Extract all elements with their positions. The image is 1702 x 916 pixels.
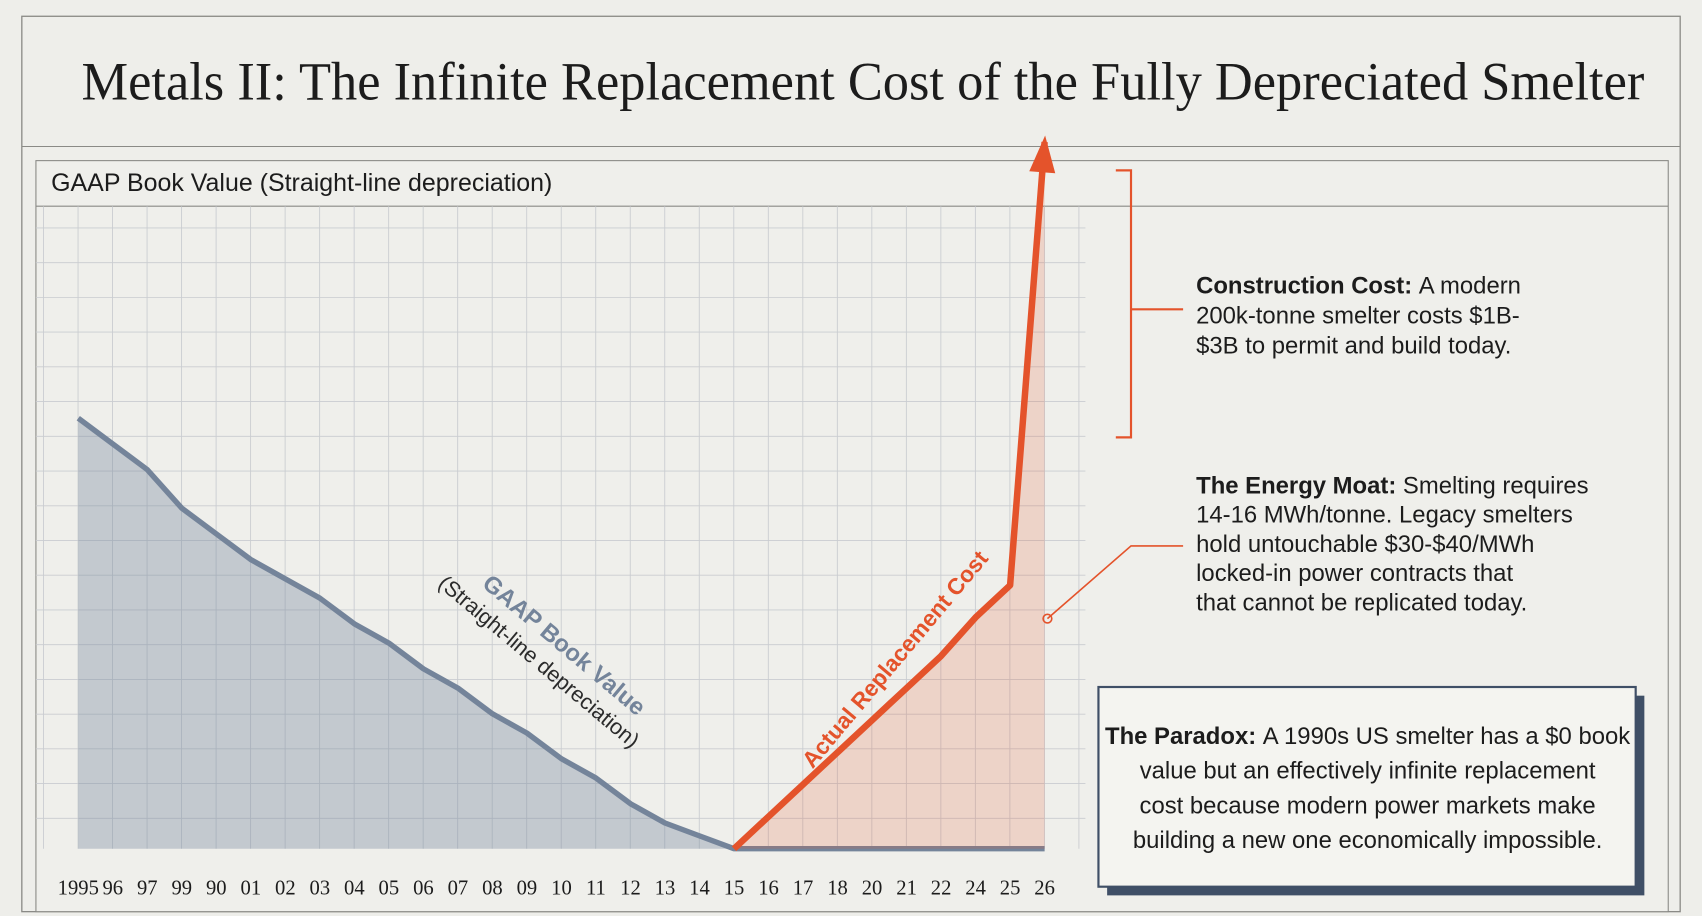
panel-label: GAAP Book Value (Straight-line depreciat… [51, 169, 552, 197]
annotation-text: 14-16 MWh/tonne. Legacy smelters [1196, 502, 1573, 529]
x-tick-label: 15 [724, 878, 745, 900]
connector [1046, 545, 1184, 620]
x-tick-label: 90 [206, 878, 227, 900]
annotation-line: 200k-tonne smelter costs $1B- [1196, 303, 1520, 330]
x-tick-label: 07 [448, 878, 469, 900]
annotation-title: The Paradox: [1105, 723, 1256, 750]
annotations: Construction Cost: A modern 200k-tonne sm… [1105, 273, 1630, 855]
annotation-text: that cannot be replicated today. [1196, 590, 1527, 617]
x-tick-label: 02 [275, 878, 296, 900]
x-tick-label: 24 [965, 878, 986, 900]
x-tick-label: 26 [1034, 878, 1055, 900]
annotation-line: building a new one economically impossib… [1133, 828, 1603, 855]
annotation-text: Smelting requires [1403, 473, 1589, 500]
x-tick-label: 03 [310, 878, 331, 900]
annotation-text: 200k-tonne smelter costs $1B- [1196, 303, 1520, 330]
x-tick-label: 10 [551, 878, 572, 900]
x-tick-label: 22 [931, 878, 952, 900]
area [734, 141, 1045, 849]
annotation-line: 14-16 MWh/tonne. Legacy smelters [1196, 502, 1573, 529]
annotation-title: Construction Cost: [1196, 273, 1412, 300]
annotation-text: A modern [1419, 273, 1521, 300]
annotation-line: $3B to permit and build today. [1196, 333, 1511, 360]
x-tick-label: 17 [793, 878, 814, 900]
connector-dot [1042, 613, 1053, 624]
x-tick-label: 14 [689, 878, 710, 900]
x-tick-label: 97 [137, 878, 158, 900]
x-tick-label: 04 [344, 878, 365, 900]
line [731, 141, 1048, 852]
x-tick-label: 20 [862, 878, 883, 900]
grid [35, 206, 1086, 849]
annotation-line: Construction Cost: A modern [1196, 273, 1521, 300]
paradox-box [1097, 685, 1637, 888]
annotation-line: The Energy Moat: Smelting requires [1196, 473, 1589, 500]
x-tick-label: 11 [586, 878, 606, 900]
annotation-line: The Paradox: A 1990s US smelter has a $0… [1105, 723, 1630, 750]
x-tick-label: 13 [655, 878, 676, 900]
area [78, 418, 1045, 849]
annotation-text: A 1990s US smelter has a $0 book [1263, 723, 1630, 750]
annotation-line: hold untouchable $30-$40/MWh [1196, 531, 1534, 558]
x-tick-label: 09 [517, 878, 538, 900]
annotation-title: The Energy Moat: [1196, 473, 1396, 500]
x-tick-label: 1995 [58, 878, 99, 900]
x-tick-label: 96 [102, 878, 123, 900]
x-tick-label: 18 [827, 878, 848, 900]
annotation-text: hold untouchable $30-$40/MWh [1196, 531, 1534, 558]
annotation-text: building a new one economically impossib… [1133, 828, 1603, 855]
annotation-line: cost because modern power markets make [1140, 793, 1596, 820]
x-tick-label: 25 [1000, 878, 1021, 900]
annotation-text: value but an effectively infinite replac… [1140, 758, 1596, 785]
x-tick-label: 16 [758, 878, 779, 900]
annotation-line: locked-in power contracts that [1196, 561, 1513, 588]
annotation-text: cost because modern power markets make [1140, 793, 1596, 820]
bracket [1115, 169, 1184, 439]
annotation-line: value but an effectively infinite replac… [1140, 758, 1596, 785]
x-tick-label: 21 [896, 878, 917, 900]
x-tick-label: 06 [413, 878, 434, 900]
annotation-text: locked-in power contracts that [1196, 561, 1513, 588]
annotation-text: $3B to permit and build today. [1196, 333, 1511, 360]
x-tick-label: 08 [482, 878, 503, 900]
x-tick-label: 99 [171, 878, 192, 900]
annotation-line: that cannot be replicated today. [1196, 590, 1527, 617]
x-tick-label: 01 [241, 878, 262, 900]
chart-title: Metals II: The Infinite Replacement Cost… [82, 51, 1645, 111]
line [76, 416, 1045, 852]
x-tick-label: 12 [620, 878, 641, 900]
arrowhead [1029, 135, 1056, 174]
x-tick-label: 05 [379, 878, 400, 900]
